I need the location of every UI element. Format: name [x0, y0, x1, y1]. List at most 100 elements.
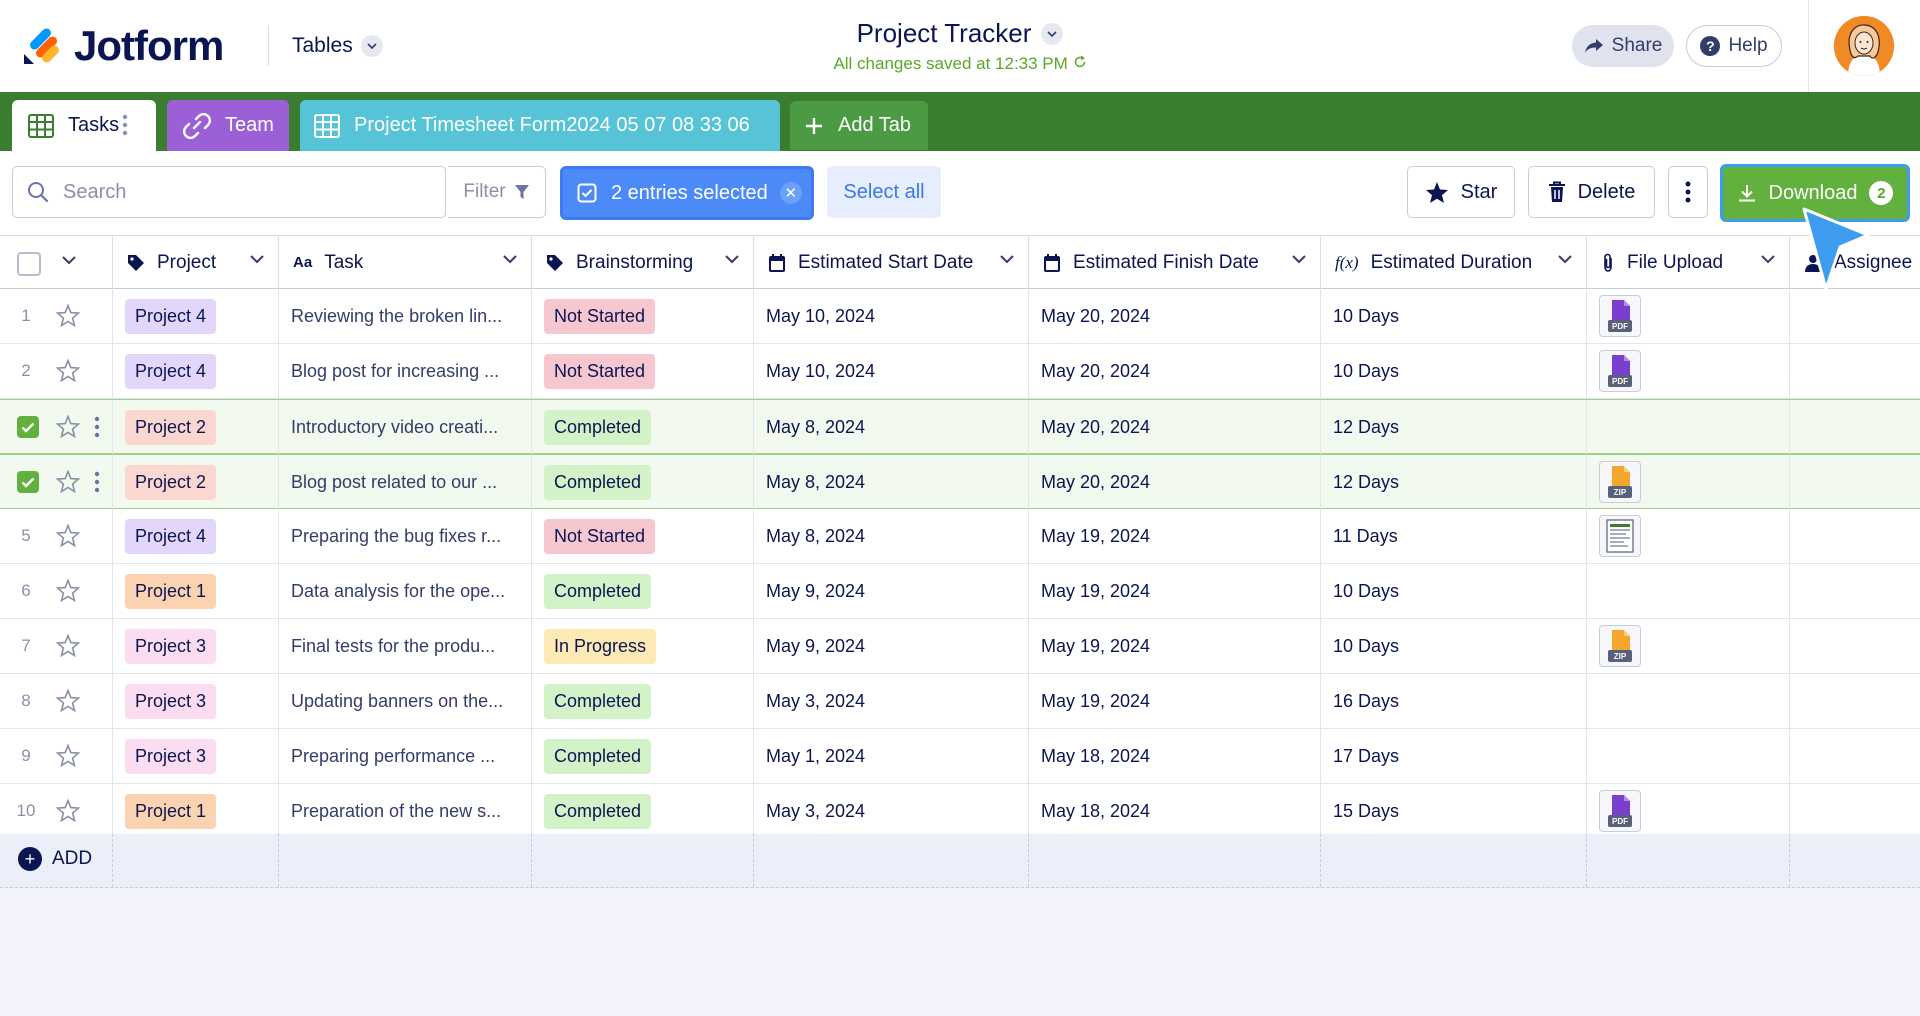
star-outline-icon[interactable] — [55, 578, 81, 607]
table-row[interactable]: 6 Project 1 Data analysis for the ope... Co… — [0, 564, 1920, 619]
project-cell[interactable]: Project 2 — [113, 455, 279, 509]
file-upload-cell[interactable] — [1587, 509, 1790, 563]
clear-selection-icon[interactable]: ✕ — [779, 182, 802, 204]
tab-team[interactable]: Team — [167, 100, 289, 151]
image-file-icon[interactable] — [1599, 515, 1641, 557]
table-row[interactable]: 8 Project 3 Updating banners on the... Comp… — [0, 674, 1920, 729]
finish-date-cell[interactable]: May 19, 2024 — [1029, 509, 1321, 563]
table-row[interactable]: 5 Project 4 Preparing the bug fixes r... No… — [0, 509, 1920, 564]
star-outline-icon[interactable] — [55, 469, 81, 498]
finish-date-cell[interactable]: May 20, 2024 — [1029, 455, 1321, 509]
chevron-down-icon[interactable] — [62, 256, 76, 265]
filter-button[interactable]: Filter — [448, 166, 546, 218]
tab-tasks[interactable]: Tasks — [12, 100, 156, 151]
column-header-finish-date[interactable]: Estimated Finish Date — [1029, 236, 1321, 289]
brainstorming-cell[interactable]: Completed — [532, 400, 754, 454]
column-header-brainstorming[interactable]: Brainstorming — [532, 236, 754, 289]
table-row[interactable]: Project 2 Blog post related to our ... Com… — [0, 454, 1920, 509]
project-cell[interactable]: Project 4 — [113, 509, 279, 563]
finish-date-cell[interactable]: May 20, 2024 — [1029, 344, 1321, 398]
task-cell[interactable]: Blog post related to our ... — [279, 455, 532, 509]
brainstorming-cell[interactable]: Not Started — [532, 344, 754, 398]
column-header-task[interactable]: Aa Task — [279, 236, 532, 289]
task-cell[interactable]: Reviewing the broken lin... — [279, 289, 532, 343]
tables-menu[interactable]: Tables — [292, 34, 383, 58]
add-row-button[interactable]: + ADD — [18, 847, 92, 871]
chevron-down-icon[interactable] — [725, 255, 739, 264]
task-cell[interactable]: Final tests for the produ... — [279, 619, 532, 673]
file-upload-cell[interactable] — [1587, 400, 1790, 454]
file-upload-cell[interactable]: PDF — [1587, 784, 1790, 838]
finish-date-cell[interactable]: May 20, 2024 — [1029, 400, 1321, 454]
project-cell[interactable]: Project 3 — [113, 729, 279, 783]
table-row[interactable]: 1 Project 4 Reviewing the broken lin... Not… — [0, 289, 1920, 344]
start-date-cell[interactable]: May 9, 2024 — [754, 619, 1029, 673]
more-vertical-icon[interactable] — [94, 416, 100, 443]
duration-cell[interactable]: 10 Days — [1321, 289, 1587, 343]
task-cell[interactable]: Preparation of the new s... — [279, 784, 532, 838]
column-header-file-upload[interactable]: File Upload — [1587, 236, 1790, 289]
assignee-cell[interactable] — [1790, 400, 1920, 454]
select-all-button[interactable]: Select all — [827, 166, 941, 218]
file-upload-cell[interactable]: ZIP — [1587, 455, 1790, 509]
file-upload-cell[interactable]: PDF — [1587, 344, 1790, 398]
duration-cell[interactable]: 10 Days — [1321, 344, 1587, 398]
more-options-button[interactable] — [1668, 166, 1708, 218]
brainstorming-cell[interactable]: Completed — [532, 455, 754, 509]
delete-button[interactable]: Delete — [1528, 166, 1655, 218]
star-outline-icon[interactable] — [55, 743, 81, 772]
search-input[interactable] — [61, 179, 425, 205]
table-row[interactable]: 9 Project 3 Preparing performance ... Compl… — [0, 729, 1920, 784]
assignee-cell[interactable] — [1790, 729, 1920, 783]
task-cell[interactable]: Data analysis for the ope... — [279, 564, 532, 618]
assignee-cell[interactable] — [1790, 509, 1920, 563]
star-outline-icon[interactable] — [55, 358, 81, 387]
task-cell[interactable]: Preparing performance ... — [279, 729, 532, 783]
chevron-down-icon[interactable] — [1000, 255, 1014, 264]
add-tab-button[interactable]: Add Tab — [790, 101, 928, 150]
brainstorming-cell[interactable]: Not Started — [532, 289, 754, 343]
duration-cell[interactable]: 11 Days — [1321, 509, 1587, 563]
start-date-cell[interactable]: May 3, 2024 — [754, 784, 1029, 838]
jotform-logo[interactable]: Jotform — [22, 22, 224, 70]
zip-file-icon[interactable]: ZIP — [1599, 461, 1641, 503]
duration-cell[interactable]: 16 Days — [1321, 674, 1587, 728]
table-row[interactable]: Project 2 Introductory video creati... Com… — [0, 399, 1920, 454]
star-outline-icon[interactable] — [55, 633, 81, 662]
row-checkbox[interactable] — [17, 416, 39, 438]
file-upload-cell[interactable]: ZIP — [1587, 619, 1790, 673]
finish-date-cell[interactable]: May 19, 2024 — [1029, 564, 1321, 618]
brainstorming-cell[interactable]: Completed — [532, 729, 754, 783]
pdf-file-icon[interactable]: PDF — [1599, 790, 1641, 832]
file-upload-cell[interactable]: PDF — [1587, 289, 1790, 343]
zip-file-icon[interactable]: ZIP — [1599, 625, 1641, 667]
chevron-down-icon[interactable] — [250, 255, 264, 264]
brainstorming-cell[interactable]: Completed — [532, 564, 754, 618]
project-cell[interactable]: Project 1 — [113, 784, 279, 838]
start-date-cell[interactable]: May 1, 2024 — [754, 729, 1029, 783]
column-header-start-date[interactable]: Estimated Start Date — [754, 236, 1029, 289]
start-date-cell[interactable]: May 8, 2024 — [754, 455, 1029, 509]
star-outline-icon[interactable] — [55, 798, 81, 827]
assignee-cell[interactable] — [1790, 674, 1920, 728]
more-vertical-icon[interactable] — [94, 471, 100, 498]
task-cell[interactable]: Preparing the bug fixes r... — [279, 509, 532, 563]
task-cell[interactable]: Introductory video creati... — [279, 400, 532, 454]
duration-cell[interactable]: 10 Days — [1321, 564, 1587, 618]
help-button[interactable]: ? Help — [1686, 25, 1782, 67]
start-date-cell[interactable]: May 3, 2024 — [754, 674, 1029, 728]
project-cell[interactable]: Project 4 — [113, 344, 279, 398]
start-date-cell[interactable]: May 8, 2024 — [754, 509, 1029, 563]
project-cell[interactable]: Project 2 — [113, 400, 279, 454]
download-button[interactable]: Download 2 — [1720, 164, 1910, 222]
project-cell[interactable]: Project 3 — [113, 619, 279, 673]
table-row[interactable]: 10 Project 1 Preparation of the new s... Co… — [0, 784, 1920, 839]
project-cell[interactable]: Project 1 — [113, 564, 279, 618]
brainstorming-cell[interactable]: Not Started — [532, 509, 754, 563]
brainstorming-cell[interactable]: Completed — [532, 674, 754, 728]
column-header-assignee[interactable]: Assignee — [1790, 236, 1920, 289]
star-outline-icon[interactable] — [55, 688, 81, 717]
pdf-file-icon[interactable]: PDF — [1599, 295, 1641, 337]
start-date-cell[interactable]: May 10, 2024 — [754, 289, 1029, 343]
finish-date-cell[interactable]: May 19, 2024 — [1029, 619, 1321, 673]
